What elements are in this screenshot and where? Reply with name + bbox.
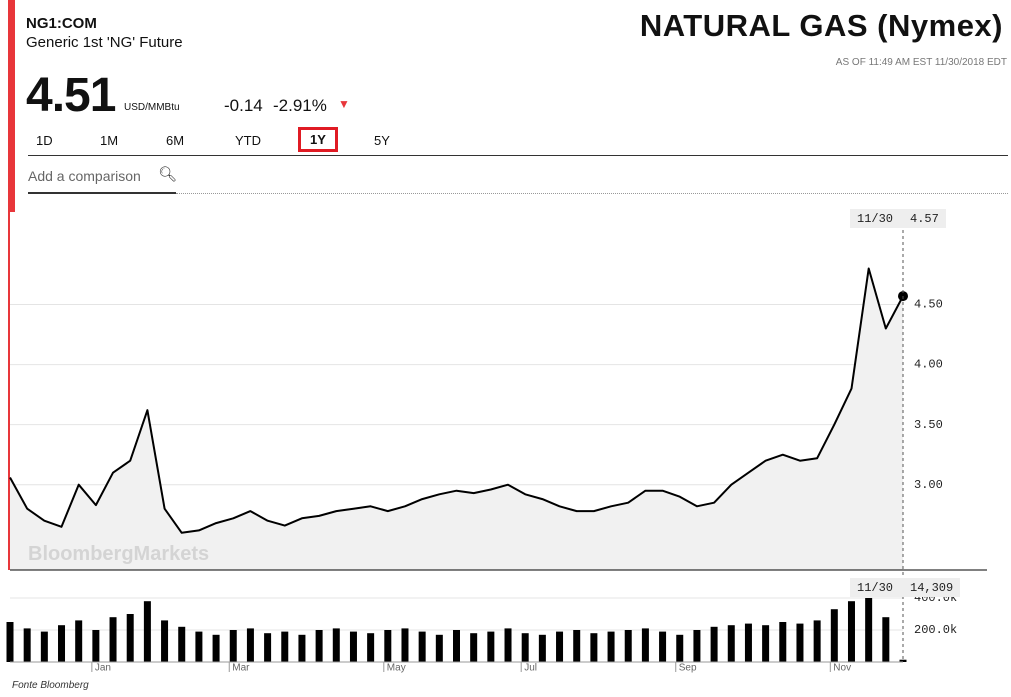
volume-bar: [830, 609, 838, 662]
price-line: [9, 267, 904, 534]
volume-bar: [143, 601, 151, 662]
divider: [28, 155, 1008, 156]
range-tab[interactable]: 1Y: [298, 127, 338, 152]
range-tab[interactable]: 1M: [100, 133, 119, 148]
range-tab[interactable]: 5Y: [374, 133, 390, 148]
change: -0.14: [224, 96, 263, 115]
volume-bar: [659, 631, 667, 662]
volume-bar: [75, 620, 83, 662]
volume-bar: [435, 634, 443, 662]
search-icon[interactable]: 🔍︎: [158, 166, 178, 183]
x-tick-label: Sep: [679, 663, 697, 674]
volume-bar: [92, 630, 100, 662]
source: Fonte Bloomberg: [12, 680, 89, 691]
volume-bar: [23, 628, 31, 662]
volume-bar: [865, 598, 873, 662]
volume-bar: [607, 631, 615, 662]
y-tick-label: 3.00: [914, 478, 943, 492]
volume-bar: [538, 634, 546, 662]
unit: USD/MMBtu: [124, 102, 180, 113]
x-tick-label: Nov: [833, 663, 851, 674]
volume-bar: [264, 633, 272, 662]
y-tick-label: 200.0k: [914, 623, 957, 637]
volume-bar: [384, 630, 392, 662]
volume-bar: [332, 628, 340, 662]
input-underline: [28, 192, 176, 194]
dotted-divider: [176, 193, 1008, 194]
crosshair-value: 4.57: [910, 212, 939, 226]
crosshair-value: 14,309: [910, 581, 953, 595]
volume-bar: [521, 633, 529, 662]
volume-bar: [161, 620, 169, 662]
volume-bar: [779, 622, 787, 662]
x-tick-label: Mar: [232, 663, 250, 674]
page-title: NATURAL GAS (Nymex): [639, 8, 1003, 43]
volume-bar: [418, 631, 426, 662]
volume-bar: [693, 630, 701, 662]
volume-bar: [349, 631, 357, 662]
volume-bar: [126, 614, 134, 662]
crosshair-date: 11/30: [857, 581, 893, 595]
volume-bar: [487, 631, 495, 662]
volume-bar: [573, 630, 581, 662]
x-tick-label: May: [387, 663, 406, 674]
volume-bar: [229, 630, 237, 662]
volume-bar: [556, 631, 564, 662]
comparison-input[interactable]: Add a comparison: [28, 168, 141, 184]
volume-bar: [401, 628, 409, 662]
x-tick-label: Jan: [95, 663, 111, 674]
volume-bar: [281, 631, 289, 662]
price: 4.51: [26, 69, 116, 122]
crosshair-date: 11/30: [857, 212, 893, 226]
volume-bar: [212, 634, 220, 662]
volume-bar: [710, 626, 718, 662]
watermark: BloombergMarkets: [28, 543, 210, 565]
crosshair-bg: [850, 578, 960, 597]
down-arrow: ▼: [338, 97, 350, 111]
volume-bar: [744, 623, 752, 662]
volume-bar: [470, 633, 478, 662]
volume-bar: [6, 622, 14, 662]
volume-bar: [178, 626, 186, 662]
volume-bar: [899, 659, 907, 662]
volume-bar: [847, 601, 855, 662]
volume-bar: [624, 630, 632, 662]
volume-bar: [762, 625, 770, 662]
volume-bar: [40, 631, 48, 662]
volume-bar: [298, 634, 306, 662]
crosshair-bg: [850, 209, 946, 228]
range-tab[interactable]: 1D: [36, 133, 53, 148]
range-tab[interactable]: YTD: [235, 133, 261, 148]
volume-bar: [58, 625, 66, 662]
volume-bar: [590, 633, 598, 662]
instrument-name: Generic 1st 'NG' Future: [26, 34, 183, 51]
volume-bar: [367, 633, 375, 662]
volume-bar: [504, 628, 512, 662]
volume-bar: [676, 634, 684, 662]
volume-bar: [315, 630, 323, 662]
y-tick-label: 4.50: [914, 298, 943, 312]
area: [10, 268, 903, 570]
volume-bar: [727, 625, 735, 662]
y-tick-label: 3.50: [914, 418, 943, 432]
ticker: NG1:COM: [26, 15, 97, 32]
volume-bar: [246, 628, 254, 662]
range-tab[interactable]: 6M: [166, 133, 185, 148]
volume-bar: [796, 623, 804, 662]
y-tick-label: 4.00: [914, 358, 943, 372]
x-tick-label: Jul: [524, 663, 537, 674]
volume-bar: [109, 617, 117, 662]
change-pct: -2.91%: [273, 96, 327, 115]
volume-bar: [641, 628, 649, 662]
volume-bar: [882, 617, 890, 662]
as-of: AS OF 11:49 AM EST 11/30/2018 EDT: [835, 57, 1007, 68]
volume-bar: [195, 631, 203, 662]
volume-bar: [453, 630, 460, 662]
volume-bar: [813, 620, 821, 662]
